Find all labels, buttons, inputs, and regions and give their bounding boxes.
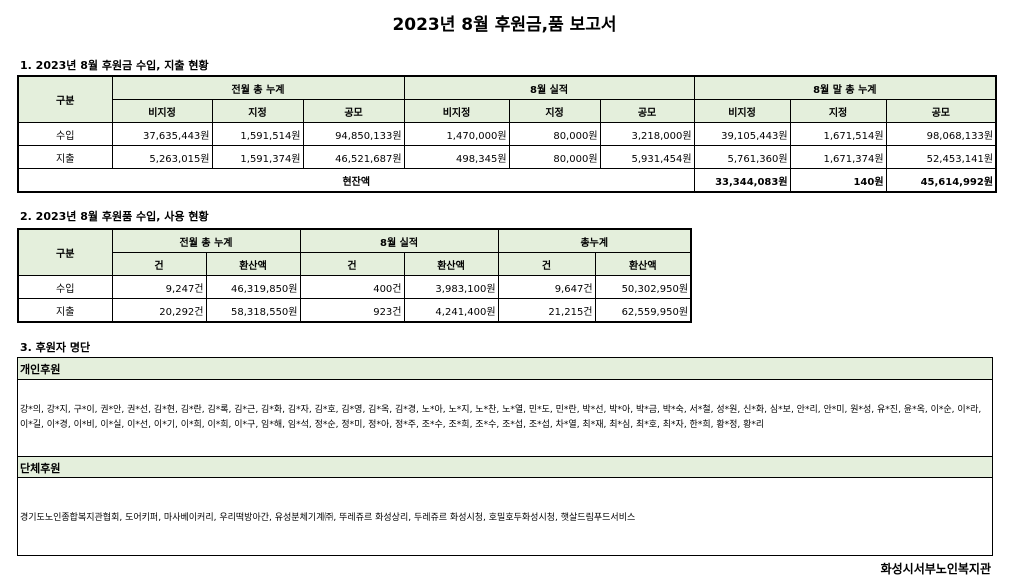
individual-donors-list: 강*의, 강*지, 구*이, 권*안, 권*선, 김*현, 김*란, 김*록, …	[20, 405, 982, 430]
table-cell: 9,247건	[111, 275, 207, 299]
individual-donors-label: 개인후원	[18, 358, 992, 380]
table-cell: 400건	[299, 275, 405, 299]
table-cell: 1,671,514원	[789, 122, 887, 146]
table-cell: 1,591,374원	[211, 145, 304, 169]
table-row: 수입 37,635,443원 1,591,514원 94,850,133원 1,…	[17, 122, 997, 146]
table-cell: 46,319,850원	[205, 275, 301, 299]
row-header: 구분	[17, 75, 113, 123]
table-cell: 3,218,000원	[599, 122, 695, 146]
table-row: 지출 20,292건 58,318,550원 923건 4,241,400원 2…	[17, 298, 692, 323]
table-cell: 5,263,015원	[111, 145, 213, 169]
table-cell: 94,850,133원	[302, 122, 405, 146]
table-cell: 1,591,514원	[211, 122, 304, 146]
table-cell: 39,105,443원	[693, 122, 791, 146]
section1-heading: 1. 2023년 8월 후원금 수입, 지출 현황	[20, 59, 209, 72]
group-header-prev-total: 전월 총 누계	[111, 75, 405, 100]
group-header-total: 총누계	[497, 228, 692, 253]
donation-money-table: 구분 전월 총 누계 8월 실적 8월 말 총 누계 비지정 지정 공모 비지정…	[17, 75, 998, 193]
organization-name: 화성시서부노인복지관	[880, 562, 991, 576]
table-cell: 80,000원	[508, 122, 601, 146]
balance-cell: 45,614,992원	[885, 168, 997, 193]
table-cell: 58,318,550원	[205, 298, 301, 323]
group-header-august: 8월 실적	[299, 228, 499, 253]
subheader: 지정	[211, 99, 304, 123]
table-cell: 50,302,950원	[594, 275, 692, 299]
section3-heading: 3. 후원자 명단	[20, 341, 91, 354]
subheader: 비지정	[693, 99, 791, 123]
table-cell: 5,931,454원	[599, 145, 695, 169]
table-cell: 46,521,687원	[302, 145, 405, 169]
balance-label: 현잔액	[17, 168, 695, 193]
row-label: 수입	[17, 122, 113, 146]
table-cell: 3,983,100원	[403, 275, 499, 299]
subheader: 환산액	[594, 252, 692, 276]
subheader: 공모	[885, 99, 997, 123]
group-donors-label: 단체후원	[18, 456, 992, 478]
subheader: 공모	[599, 99, 695, 123]
section2-heading: 2. 2023년 8월 후원품 수입, 사용 현황	[20, 210, 209, 223]
subheader: 건	[299, 252, 405, 276]
subheader: 지정	[789, 99, 887, 123]
row-label: 수입	[17, 275, 113, 299]
table-row: 지출 5,263,015원 1,591,374원 46,521,687원 498…	[17, 145, 997, 169]
table-cell: 62,559,950원	[594, 298, 692, 323]
table-cell: 21,215건	[497, 298, 596, 323]
subheader: 건	[497, 252, 596, 276]
subheader: 환산액	[205, 252, 301, 276]
table-cell: 98,068,133원	[885, 122, 997, 146]
report-title: 2023년 8월 후원금,품 보고서	[392, 15, 617, 35]
group-header-august: 8월 실적	[403, 75, 695, 100]
table-cell: 5,761,360원	[693, 145, 791, 169]
table-cell: 80,000원	[508, 145, 601, 169]
table-cell: 9,647건	[497, 275, 596, 299]
table-cell: 20,292건	[111, 298, 207, 323]
table-cell: 923건	[299, 298, 405, 323]
group-header-end-total: 8월 말 총 누계	[693, 75, 997, 100]
group-header-prev-total: 전월 총 누계	[111, 228, 301, 253]
table-cell: 1,671,374원	[789, 145, 887, 169]
subheader: 비지정	[111, 99, 213, 123]
row-header: 구분	[17, 228, 113, 276]
balance-cell: 33,344,083원	[693, 168, 791, 193]
subheader: 건	[111, 252, 207, 276]
balance-row: 현잔액 33,344,083원 140원 45,614,992원	[17, 168, 997, 193]
table-cell: 52,453,141원	[885, 145, 997, 169]
row-label: 지출	[17, 145, 113, 169]
table-row: 수입 9,247건 46,319,850원 400건 3,983,100원 9,…	[17, 275, 692, 299]
table-cell: 1,470,000원	[403, 122, 510, 146]
table-cell: 4,241,400원	[403, 298, 499, 323]
donation-goods-table: 구분 전월 총 누계 8월 실적 총누계 건 환산액 건 환산액 건 환산액 수…	[17, 228, 693, 323]
table-cell: 498,345원	[403, 145, 510, 169]
donor-list-box: 개인후원 강*의, 강*지, 구*이, 권*안, 권*선, 김*현, 김*란, …	[17, 357, 993, 556]
row-label: 지출	[17, 298, 113, 323]
subheader: 비지정	[403, 99, 510, 123]
group-donors-list: 경기도노인종합복지관협회, 도어키퍼, 마사베이커리, 우리떡방아간, 유성분체…	[20, 513, 636, 523]
subheader: 환산액	[403, 252, 499, 276]
subheader: 공모	[302, 99, 405, 123]
table-cell: 37,635,443원	[111, 122, 213, 146]
subheader: 지정	[508, 99, 601, 123]
balance-cell: 140원	[789, 168, 887, 193]
